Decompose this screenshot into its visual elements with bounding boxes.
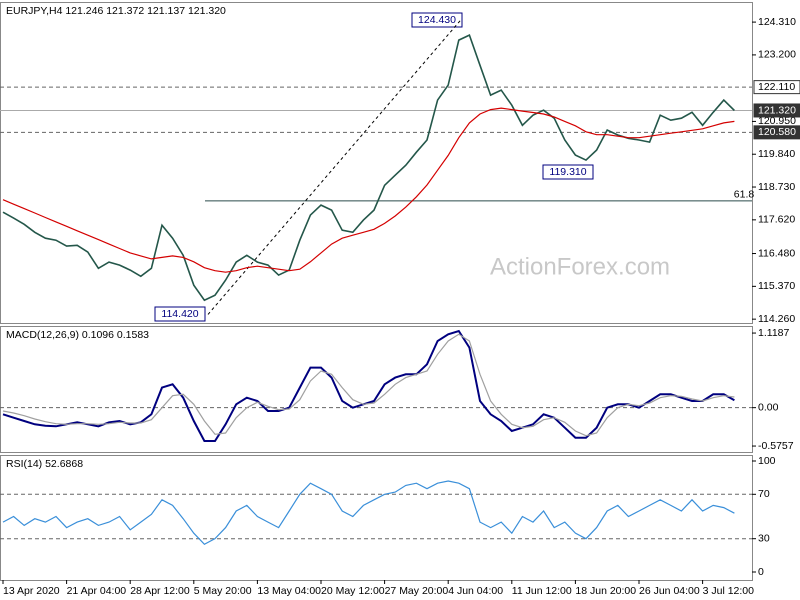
x-tick-label: 21 Apr 04:00	[67, 585, 127, 597]
x-tick-label: 28 Apr 12:00	[130, 585, 190, 597]
series-line	[2, 107, 735, 273]
x-tick-label: 20 May 12:00	[321, 585, 385, 597]
level-label: 121.320	[758, 104, 796, 116]
y-tick-label: 0.00	[758, 401, 779, 413]
y-tick-label: 117.620	[758, 214, 795, 226]
x-tick-label: 11 Jun 12:00	[512, 585, 572, 597]
panel-frame	[0, 2, 753, 324]
level-label-box	[753, 125, 800, 140]
panel-title: MACD(12,26,9) 0.1096 0.1583	[6, 329, 149, 341]
series-line	[2, 480, 735, 546]
x-tick-label: 13 Apr 2020	[3, 585, 60, 597]
trend-line	[207, 18, 463, 315]
annotation-box	[411, 12, 463, 28]
annotation-box	[542, 164, 594, 180]
annotation-label: 114.420	[161, 308, 198, 320]
x-tick-label: 26 Jun 04:00	[639, 585, 700, 597]
x-tick-label: 4 Jun 04:00	[448, 585, 503, 597]
x-tick-label: 3 Jul 12:00	[703, 585, 755, 597]
annotation-label: 124.430	[418, 14, 456, 26]
panel-title: RSI(14) 52.6868	[6, 458, 83, 470]
y-tick-label: 115.370	[758, 280, 795, 292]
x-tick-label: 13 May 04:00	[257, 585, 321, 597]
level-label-box	[753, 80, 800, 95]
annotation-label: 61.8	[734, 189, 755, 201]
level-label: 120.580	[758, 126, 796, 138]
level-label: 122.110	[758, 81, 795, 93]
x-tick-label: 27 May 20:00	[385, 585, 449, 597]
panel-frame	[0, 455, 753, 581]
y-tick-label: 100	[758, 455, 776, 467]
series-line	[2, 333, 735, 437]
y-tick-label: 0	[758, 566, 764, 578]
y-tick-label: 118.730	[758, 181, 795, 193]
y-tick-label: 114.260	[758, 313, 795, 325]
watermark: ActionForex.com	[490, 253, 670, 280]
y-tick-label: 124.310	[758, 16, 796, 28]
annotation-box	[154, 306, 206, 322]
annotation-label: 119.310	[549, 166, 586, 178]
panel-frame	[0, 326, 753, 453]
y-tick-label: 120.950	[758, 115, 796, 127]
y-tick-label: 30	[758, 532, 770, 544]
series-line	[2, 33, 735, 302]
y-tick-label: -0.5757	[758, 440, 794, 452]
y-tick-label: 1.1187	[758, 327, 789, 339]
level-label-box	[753, 103, 800, 118]
y-tick-label: 70	[758, 488, 770, 500]
y-tick-label: 116.480	[758, 247, 795, 259]
panel-title: EURJPY,H4 121.246 121.372 121.137 121.32…	[6, 5, 226, 17]
x-tick-label: 5 May 20:00	[194, 585, 252, 597]
y-tick-label: 123.200	[758, 49, 796, 61]
y-tick-label: 119.840	[758, 148, 795, 160]
x-tick-label: 18 Jun 20:00	[575, 585, 636, 597]
